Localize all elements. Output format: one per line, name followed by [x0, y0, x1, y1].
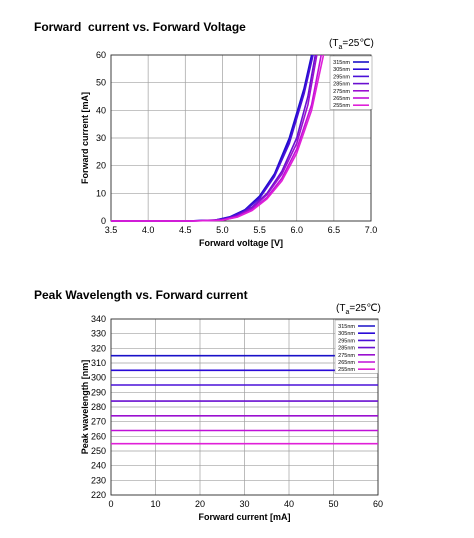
- legend-label: 255nm: [333, 103, 350, 109]
- x-tick-label: 6.0: [290, 225, 303, 235]
- y-tick-label: 330: [91, 329, 106, 339]
- condition-suffix: =25℃): [349, 303, 381, 314]
- x-tick-label: 5.5: [253, 225, 266, 235]
- y-tick-label: 50: [96, 78, 106, 88]
- x-axis-label: Forward voltage [V]: [199, 238, 283, 248]
- y-tick-label: 250: [91, 446, 106, 456]
- temperature-condition: (Ta=25℃): [329, 38, 374, 51]
- legend-label: 305nm: [333, 67, 350, 73]
- x-tick-label: 6.5: [328, 225, 341, 235]
- plot-area-frame: [110, 318, 379, 496]
- legend-label: 285nm: [333, 82, 350, 88]
- legend-label: 285nm: [338, 346, 355, 352]
- y-tick-label: 300: [91, 373, 106, 383]
- condition-subscript: a: [338, 44, 343, 51]
- y-tick-label: 20: [96, 161, 106, 171]
- condition-suffix: =25℃): [342, 38, 374, 49]
- legend-label: 275nm: [338, 353, 355, 359]
- series-line-255nm: [111, 54, 325, 222]
- chart-title: Peak Wavelength vs. Forward current: [34, 288, 248, 302]
- legend-label: 275nm: [333, 89, 350, 95]
- legend-label: 255nm: [338, 367, 355, 373]
- x-tick-label: 30: [239, 499, 249, 509]
- y-tick-label: 240: [91, 461, 106, 471]
- legend-label: 305nm: [338, 331, 355, 337]
- wavelength-chart: 0 10 20 30 40 50 60 220 230 240 250 260 270 280 290 300…: [80, 314, 383, 522]
- y-tick-label: 340: [91, 314, 106, 324]
- y-tick-label: 290: [91, 387, 106, 397]
- chart-panel-wavelength: Peak Wavelength vs. Forward current (Ta=…: [0, 270, 474, 538]
- x-axis-label: Forward current [mA]: [198, 512, 290, 522]
- legend-label: 315nm: [333, 60, 350, 66]
- plot-area-frame: [110, 54, 372, 222]
- y-axis-label: Peak wavelength [nm]: [80, 360, 90, 455]
- x-tick-label: 10: [150, 499, 160, 509]
- iv-curve-chart: 3.5 4.0 4.5 5.0 5.5 6.0 6.5 7.0 0 10 20 30 40 50 60 315…: [80, 50, 378, 248]
- x-tick-label: 4.5: [179, 225, 192, 235]
- legend-box: [329, 55, 373, 110]
- x-tick-label: 4.0: [142, 225, 155, 235]
- legend-label: 295nm: [338, 338, 355, 344]
- legend-label: 265nm: [338, 360, 355, 366]
- x-tick-label: 20: [195, 499, 205, 509]
- x-tick-label: 60: [373, 499, 383, 509]
- y-tick-label: 270: [91, 417, 106, 427]
- condition-subscript: a: [345, 309, 350, 316]
- x-tick-label: 3.5: [105, 225, 118, 235]
- y-tick-label: 10: [96, 188, 106, 198]
- condition-prefix: (T: [329, 38, 339, 49]
- y-tick-label: 30: [96, 133, 106, 143]
- temperature-condition: (Ta=25℃): [336, 303, 381, 316]
- y-tick-label: 0: [101, 216, 106, 226]
- condition-prefix: (T: [336, 303, 346, 314]
- y-tick-label: 260: [91, 431, 106, 441]
- legend-label: 315nm: [338, 324, 355, 330]
- legend-box: [334, 319, 379, 374]
- x-tick-label: 7.0: [365, 225, 378, 235]
- y-tick-label: 60: [96, 50, 106, 60]
- y-tick-label: 320: [91, 343, 106, 353]
- y-tick-label: 310: [91, 358, 106, 368]
- y-axis-label: Forward current [mA]: [80, 92, 90, 184]
- x-tick-label: 50: [328, 499, 338, 509]
- x-tick-label: 40: [284, 499, 294, 509]
- legend-label: 295nm: [333, 74, 350, 80]
- chart-panel-iv: Forward current vs. Forward Voltage (Ta=…: [0, 0, 474, 260]
- y-tick-label: 280: [91, 402, 106, 412]
- legend-label: 265nm: [333, 96, 350, 102]
- x-tick-label: 0: [108, 499, 113, 509]
- y-tick-label: 220: [91, 490, 106, 500]
- x-tick-label: 5.0: [216, 225, 229, 235]
- chart-title: Forward current vs. Forward Voltage: [34, 20, 246, 34]
- y-tick-label: 230: [91, 475, 106, 485]
- y-tick-label: 40: [96, 105, 106, 115]
